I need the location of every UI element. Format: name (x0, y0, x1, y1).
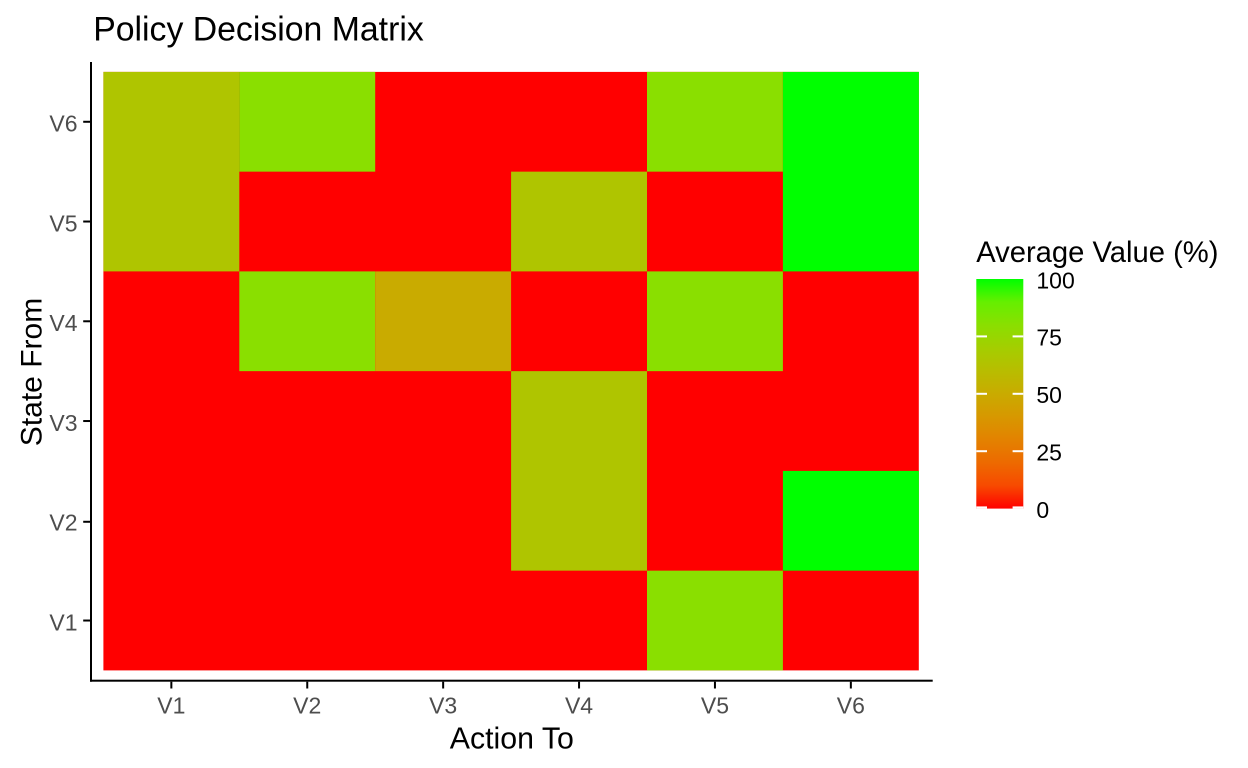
svg-text:V5: V5 (701, 692, 729, 718)
svg-text:V1: V1 (157, 692, 185, 718)
svg-text:50: 50 (1036, 382, 1062, 408)
svg-text:V5: V5 (49, 210, 77, 236)
svg-text:0: 0 (1036, 497, 1049, 523)
svg-text:State From: State From (16, 298, 49, 446)
svg-text:V3: V3 (49, 410, 77, 436)
svg-text:25: 25 (1036, 440, 1062, 466)
svg-text:Policy Decision Matrix: Policy Decision Matrix (93, 11, 424, 49)
svg-text:100: 100 (1036, 267, 1074, 293)
svg-text:V4: V4 (49, 310, 77, 336)
svg-text:Average Value (%): Average Value (%) (976, 237, 1218, 269)
svg-text:75: 75 (1036, 325, 1062, 351)
svg-text:V4: V4 (565, 692, 593, 718)
svg-text:V6: V6 (49, 111, 77, 137)
svg-text:V2: V2 (49, 510, 77, 536)
svg-text:Action To: Action To (450, 723, 574, 756)
svg-text:V3: V3 (429, 692, 457, 718)
svg-text:V1: V1 (49, 609, 77, 635)
svg-text:V2: V2 (293, 692, 321, 718)
svg-text:V6: V6 (837, 692, 865, 718)
